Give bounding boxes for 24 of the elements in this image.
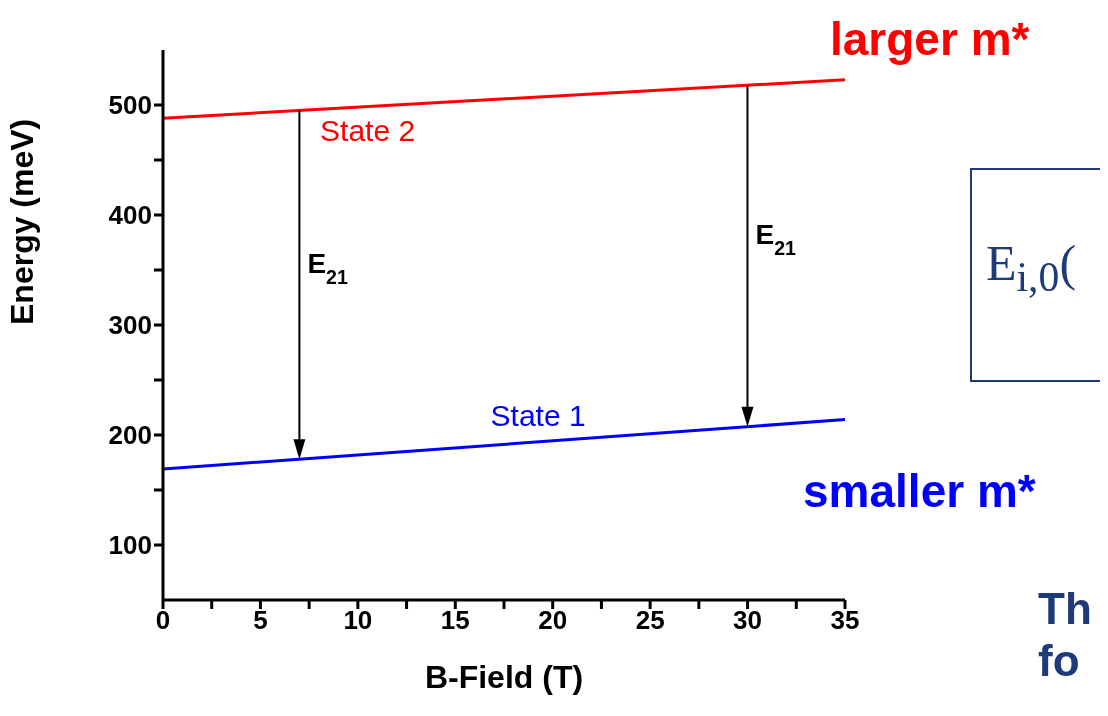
x-tick-label: 35 [830,605,860,636]
text: E$_{i,0}$( [986,234,1077,301]
annotation: E$_{21}$ [307,247,348,288]
y-tick-label: 200 [108,420,152,451]
y-tick-label: 500 [108,90,152,121]
series-label: State 2 [320,113,416,147]
x-tick-label: 0 [155,605,171,636]
x-tick-label: 10 [343,605,373,636]
series-label: State 1 [490,398,586,432]
annotation: E$_{21}$ [755,218,797,259]
x-tick-label: 5 [253,605,268,636]
y-tick-label: 300 [108,310,152,341]
x-tick-label: 20 [538,605,568,636]
y-tick-label: 100 [108,530,152,561]
y-tick-label: 400 [108,200,152,231]
x-axis-title: B-Field (T) [424,659,584,695]
x-tick-label: 15 [440,605,470,636]
x-tick-label: 30 [733,605,763,636]
text: Th [1038,584,1092,634]
annotation: smaller m* [803,464,1036,518]
y-axis-title: Energy (meV) [4,118,41,325]
text: fo [1038,636,1080,686]
x-tick-label: 25 [635,605,665,636]
annotation: larger m* [830,12,1030,66]
